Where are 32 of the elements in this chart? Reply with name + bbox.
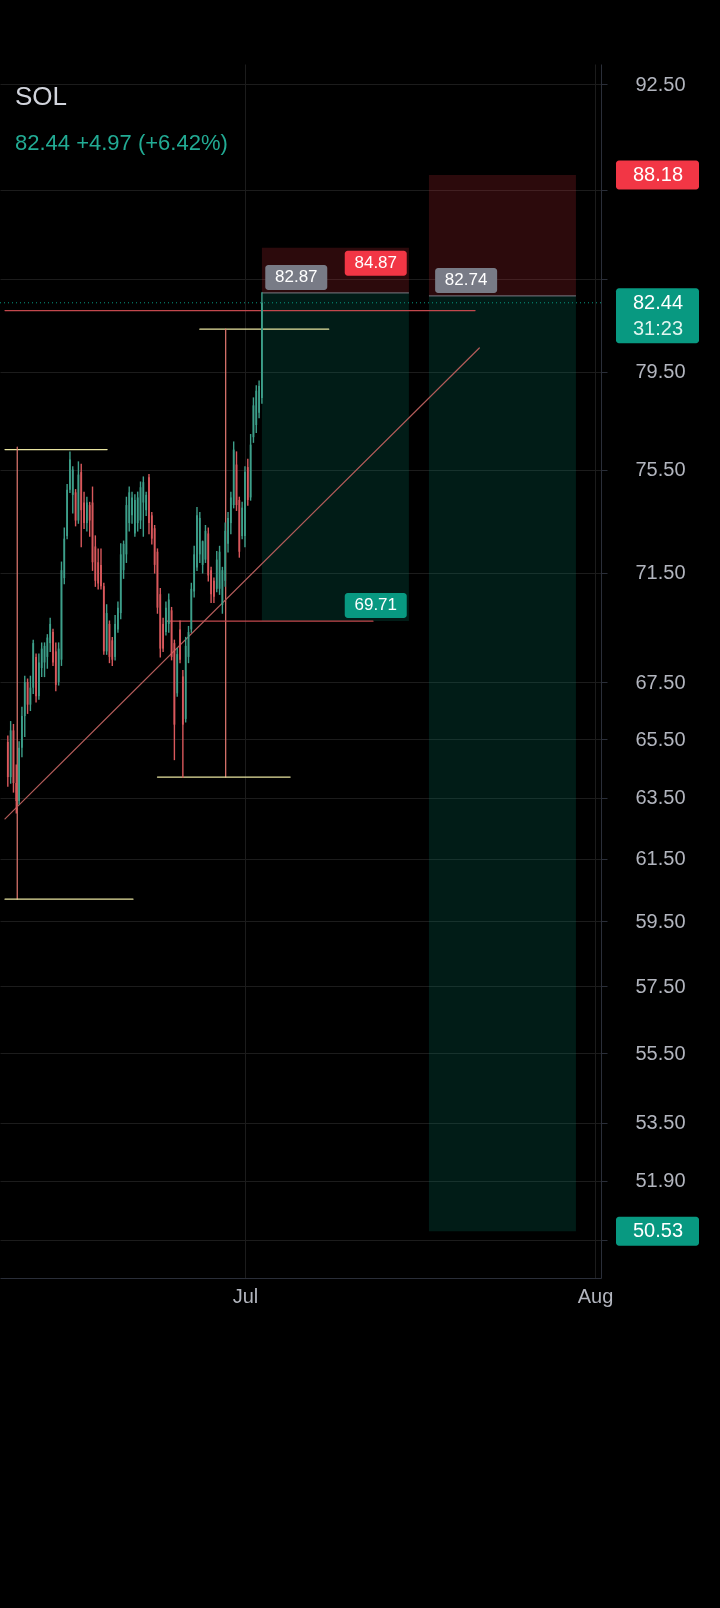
y-tick-label: 53.50 bbox=[635, 1111, 686, 1134]
x-tick-label: Jul bbox=[232, 1284, 259, 1307]
x-tick-label: Aug bbox=[577, 1284, 614, 1307]
candlestick bbox=[35, 653, 37, 703]
y-tick-label: 67.50 bbox=[635, 670, 686, 693]
candlestick bbox=[105, 604, 108, 655]
ref-line-label: 82.74 bbox=[444, 270, 488, 290]
y-tick-label: 92.50 bbox=[635, 72, 686, 95]
candlestick bbox=[9, 721, 12, 784]
candlestick bbox=[244, 466, 246, 548]
text: 82.44 +4.97 (+6.42%) bbox=[15, 130, 228, 155]
y-tick-label: 57.50 bbox=[635, 974, 686, 997]
y-tick-label: 55.50 bbox=[635, 1041, 686, 1064]
candlestick bbox=[249, 434, 252, 501]
band-label: 69.71 bbox=[354, 595, 398, 615]
y-tick-label: 79.50 bbox=[635, 360, 686, 383]
band-label: 84.87 bbox=[354, 253, 398, 273]
candlestick bbox=[142, 476, 145, 537]
y-tick-label: 51.90 bbox=[635, 1169, 686, 1192]
band-label: 88.18 bbox=[632, 163, 684, 186]
band-label: 50.53 bbox=[632, 1219, 684, 1242]
y-tick-label: 61.50 bbox=[635, 847, 686, 870]
y-tick-label: 59.50 bbox=[635, 909, 686, 932]
y-tick-label: 65.50 bbox=[635, 727, 686, 750]
y-tick-label: 71.50 bbox=[635, 561, 686, 584]
ref-line-label: 82.87 bbox=[274, 267, 318, 287]
text: SOL bbox=[15, 81, 68, 111]
y-tick-label: 75.50 bbox=[635, 458, 686, 481]
ref-line-label: 82.44 bbox=[632, 290, 684, 313]
text: 31:23 bbox=[632, 316, 684, 339]
y-tick-label: 63.50 bbox=[635, 786, 686, 809]
candlestick bbox=[179, 620, 181, 664]
